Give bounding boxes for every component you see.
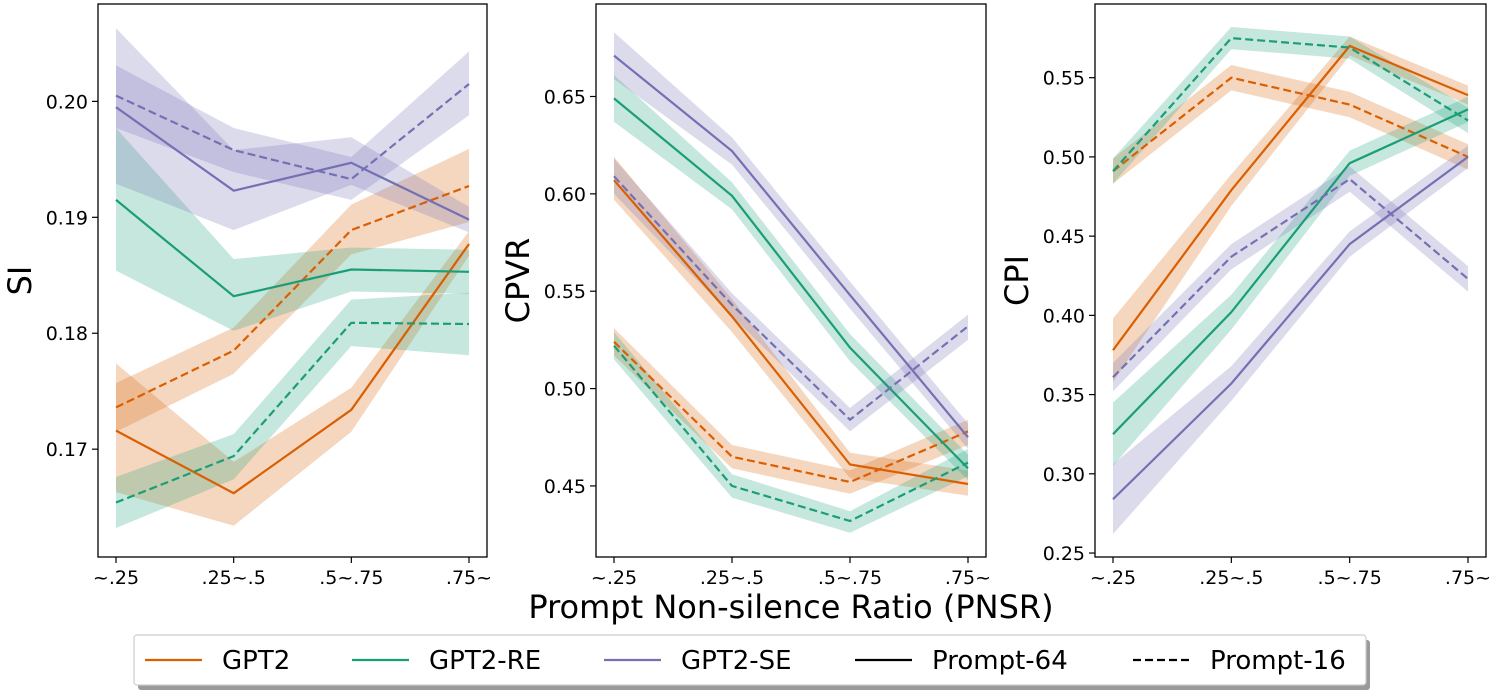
x-tick-label: ~.25 xyxy=(93,567,139,589)
band-gpt2-se-prompt-64 xyxy=(614,32,968,449)
band-gpt2-re-prompt-64 xyxy=(116,128,469,331)
y-tick-label: 0.45 xyxy=(544,476,586,498)
x-tick-label: .5~.75 xyxy=(818,567,882,589)
band-gpt2-prompt-16 xyxy=(1113,65,1468,184)
y-tick-label: 0.19 xyxy=(46,207,88,229)
panel-cpi: 0.25 0.30 0.35 0.40 0.45 0.50 0.55 ~.25 .25~.5 .5… xyxy=(998,3,1491,589)
line-gpt2-re-prompt-64 xyxy=(1112,108,1469,435)
line-gpt2-se-prompt-64 xyxy=(1112,156,1469,500)
y-tick-label: 0.50 xyxy=(1043,147,1085,169)
legend-label: Prompt-64 xyxy=(932,646,1068,676)
x-tick-label: .25~.5 xyxy=(202,567,266,589)
line-gpt2-prompt-64 xyxy=(613,179,969,486)
y-axis-label: CPVR xyxy=(499,238,537,324)
line-gpt2-prompt-64 xyxy=(1112,44,1469,351)
band-gpt2-se-prompt-16 xyxy=(116,51,469,200)
y-tick-label: 0.60 xyxy=(544,184,586,206)
legend-label: GPT2-RE xyxy=(429,646,541,676)
line-gpt2-prompt-16 xyxy=(115,184,470,409)
line-gpt2-prompt-16 xyxy=(613,341,969,484)
x-tick-label: .5~.75 xyxy=(1318,567,1382,589)
x-axis-label: Prompt Non-silence Ratio (PNSR) xyxy=(528,588,1053,626)
y-tick-label: 0.40 xyxy=(1043,305,1085,327)
x-tick-label: ~.25 xyxy=(1090,567,1136,589)
x-tick-label: .25~.5 xyxy=(700,567,764,589)
legend-label: GPT2 xyxy=(222,646,290,676)
line-gpt2-se-prompt-16 xyxy=(115,83,470,181)
line-gpt2-se-prompt-64 xyxy=(613,54,969,438)
y-tick-label: 0.45 xyxy=(1043,226,1085,248)
x-tick-label: ~.25 xyxy=(591,567,637,589)
y-tick-label: 0.30 xyxy=(1043,464,1085,486)
y-tick-label: 0.55 xyxy=(1043,68,1085,90)
legend-label: GPT2-SE xyxy=(681,646,792,676)
band-gpt2-se-prompt-16 xyxy=(1113,166,1468,392)
line-gpt2-se-prompt-16 xyxy=(613,175,969,422)
line-gpt2-re-prompt-16 xyxy=(115,321,470,504)
x-tick-label: .25~.5 xyxy=(1199,567,1263,589)
band-gpt2-se-prompt-64 xyxy=(116,28,469,233)
line-gpt2-re-prompt-16 xyxy=(613,344,969,523)
legend-box xyxy=(133,634,1367,686)
y-tick-label: 0.20 xyxy=(46,91,88,113)
band-gpt2-re-prompt-16 xyxy=(614,332,968,533)
band-gpt2-re-prompt-16 xyxy=(116,292,469,528)
x-tick-label: .75~ xyxy=(1445,567,1491,589)
line-gpt2-se-prompt-64 xyxy=(115,106,470,221)
y-tick-label: 0.25 xyxy=(1043,543,1085,565)
band-gpt2-prompt-64 xyxy=(1113,36,1468,382)
y-axis-label: CPI xyxy=(998,255,1036,306)
x-tick-label: .5~.75 xyxy=(319,567,383,589)
band-gpt2-prompt-64 xyxy=(116,231,469,526)
panel-cpvr: 0.45 0.50 0.55 0.60 0.65 ~.25 .25~.5 .5~.75 .75~… xyxy=(499,3,991,589)
y-tick-label: 0.35 xyxy=(1043,385,1085,407)
y-tick-label: 0.18 xyxy=(46,323,88,345)
line-gpt2-prompt-64 xyxy=(115,243,470,495)
plot-frame xyxy=(1094,3,1487,558)
panels: 0.170.180.190.20~.25.25~.5.5~.75.75~SI0.… xyxy=(1,3,1491,589)
line-gpt2-re-prompt-64 xyxy=(115,199,470,298)
plot-frame xyxy=(97,3,488,558)
y-axis-label: SI xyxy=(1,266,39,296)
panel-si: 0.17 0.18 0.19 0.20 ~.25 .25~.5 .5~.75 .75~ SI xyxy=(1,3,492,589)
y-tick-label: 0.65 xyxy=(544,86,586,108)
y-tick-label: 0.17 xyxy=(46,439,88,461)
line-gpt2-se-prompt-16 xyxy=(1112,177,1469,378)
y-tick-label: 0.50 xyxy=(544,379,586,401)
y-tick-label: 0.55 xyxy=(544,281,586,303)
line-gpt2-re-prompt-16 xyxy=(1112,36,1469,172)
band-gpt2-re-prompt-64 xyxy=(1113,96,1468,466)
line-gpt2-prompt-16 xyxy=(1112,76,1469,173)
line-gpt2-re-prompt-64 xyxy=(613,97,969,470)
band-gpt2-se-prompt-64 xyxy=(1113,145,1468,535)
x-tick-label: .75~ xyxy=(945,567,991,589)
legend-label: Prompt-16 xyxy=(1210,646,1346,676)
plot-frame xyxy=(595,3,987,558)
x-tick-label: .75~ xyxy=(446,567,492,589)
legend: GPT2 GPT2-RE GPT2-SE Prompt-64 Prompt-16 xyxy=(133,634,1370,690)
